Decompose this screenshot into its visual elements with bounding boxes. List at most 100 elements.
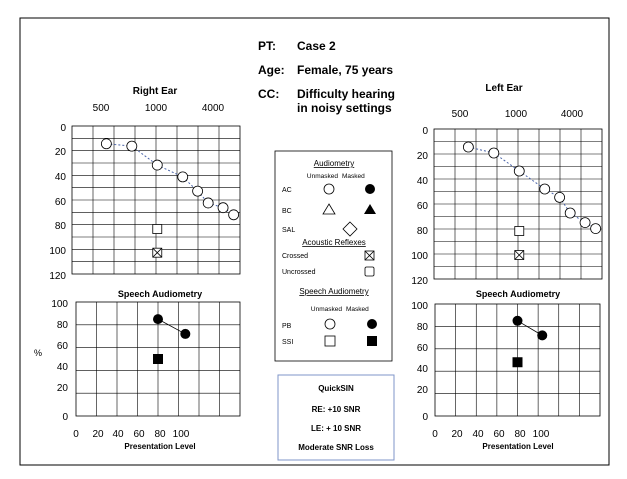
legend-border: [274, 150, 393, 362]
ssi-masked-symbol: [367, 336, 377, 346]
freq-label: 500: [452, 109, 469, 120]
reflex-uncrossed-point: [514, 226, 525, 236]
ac-unmasked-point: [202, 197, 214, 209]
legend-uncrossed: Uncrossed: [282, 269, 316, 276]
percent-label: 60: [417, 343, 429, 354]
left-ear-title: Left Ear: [485, 83, 522, 94]
ac-unmasked-point: [513, 165, 525, 177]
percent-label: 80: [417, 322, 429, 333]
pt-label: PT:: [258, 39, 276, 53]
percent-label: 0: [422, 412, 428, 423]
ssi-masked-point: [153, 354, 163, 364]
left-speech-x-axis-label: Presentation Level: [482, 442, 553, 451]
ac-connector-line: [559, 197, 571, 214]
ac-unmasked-point: [228, 209, 240, 221]
ac-unmasked-point: [126, 140, 138, 152]
ssi-masked-point: [512, 357, 523, 368]
percent-label: 100: [51, 299, 68, 310]
right-speech-y-labels: 100 80 60 40 20 0: [51, 299, 68, 423]
level-label: 40: [112, 429, 124, 440]
quicksin-re: RE: +10 SNR: [312, 405, 361, 414]
cc-label: CC:: [258, 87, 279, 101]
ac-unmasked-point: [579, 217, 591, 229]
ac-unmasked-point: [539, 183, 551, 195]
legend-ac: AC: [282, 187, 292, 194]
legend-masked: Masked: [342, 173, 365, 180]
legend-unmasked: Unmasked: [307, 173, 338, 180]
quicksin-title: QuickSIN: [318, 384, 354, 393]
cc-value-line1: Difficulty hearing: [297, 87, 395, 101]
freq-label: 500: [93, 103, 110, 114]
legend-reflexes-title: Acoustic Reflexes: [302, 238, 366, 247]
right-ear-db-labels: 0 20 40 60 80 100 120: [49, 123, 66, 282]
ac-unmasked-point: [488, 147, 500, 159]
db-label: 60: [55, 197, 67, 208]
ssi-unmasked-symbol: [324, 335, 336, 347]
ac-unmasked-point: [554, 191, 566, 203]
percent-label: 80: [57, 320, 69, 331]
reflex-uncrossed-point: [152, 224, 163, 234]
cc-value-line2: in noisy settings: [297, 101, 392, 115]
reflex-crossed-cross: [514, 250, 525, 260]
patient-header: PT: Case 2 Age: Female, 75 years CC: Dif…: [258, 39, 395, 115]
percent-label: 20: [417, 385, 429, 396]
left-ear-db-labels: 0 20 40 60 80 100 120: [411, 126, 428, 287]
left-ear-speech-audiometry: Speech Audiometry 100 80 60 40 20 0 0 20…: [411, 289, 601, 451]
db-label: 20: [55, 147, 67, 158]
ac-connector-line: [544, 188, 560, 198]
ac-connector-line: [569, 212, 586, 224]
level-label: 20: [92, 429, 104, 440]
age-label: Age:: [258, 63, 285, 77]
reflex-crossed-cross: [152, 247, 163, 258]
freq-label: 4000: [561, 109, 584, 120]
legend-unmasked-2: Unmasked: [311, 306, 342, 313]
left-ear-marks: [462, 141, 602, 260]
freq-label: 1000: [145, 103, 168, 114]
percent-label: 0: [62, 412, 68, 423]
level-label: 80: [514, 429, 526, 440]
figure-border: [19, 17, 610, 466]
right-speech-marks: [153, 314, 191, 364]
ac-unmasked-point: [177, 171, 189, 183]
pb-masked-point: [153, 314, 163, 325]
db-label: 0: [60, 123, 66, 134]
uncrossed-symbol: [364, 266, 375, 277]
db-label: 100: [411, 251, 428, 262]
db-label: 0: [422, 126, 428, 137]
level-label: 60: [493, 429, 505, 440]
ac-unmasked-point: [217, 202, 229, 214]
level-label: 0: [432, 429, 438, 440]
freq-label: 1000: [505, 109, 528, 120]
right-ear-frequency-labels: 500 1000 4000: [93, 103, 225, 114]
ac-masked-symbol: [365, 184, 375, 194]
legend-audiometry-title: Audiometry: [314, 159, 354, 168]
percent-label: 20: [57, 383, 69, 394]
db-label: 100: [49, 246, 66, 257]
sal-symbol: [342, 221, 358, 237]
right-ear-audiogram: Right Ear 500 1000 4000 0 20 40 60 80 10…: [49, 86, 241, 282]
right-speech-x-labels: 0 20 40 60 80 100: [73, 429, 190, 440]
left-ear-frequency-labels: 500 1000 4000: [452, 109, 584, 120]
pb-masked-point: [537, 330, 548, 341]
level-label: 100: [533, 429, 550, 440]
left-speech-y-labels: 100 80 60 40 20 0: [411, 301, 428, 423]
right-ear-marks: [100, 138, 240, 258]
level-label: 60: [133, 429, 145, 440]
left-ear-audiogram: Left Ear 500 1000 4000 0 20 40 60 80 100…: [411, 83, 603, 287]
quicksin-summary: Moderate SNR Loss: [298, 443, 374, 452]
percent-label: 60: [57, 341, 69, 352]
db-label: 80: [417, 226, 429, 237]
ac-unmasked-point: [590, 223, 602, 235]
right-speech-x-axis-label: Presentation Level: [124, 442, 195, 451]
pb-masked-point: [512, 315, 523, 326]
ac-unmasked-point: [100, 138, 112, 150]
db-label: 120: [49, 271, 66, 282]
level-label: 100: [173, 429, 190, 440]
level-label: 20: [451, 429, 463, 440]
age-value: Female, 75 years: [297, 63, 393, 77]
bc-unmasked-symbol: [322, 203, 336, 215]
ac-unmasked-point: [151, 159, 163, 171]
ac-unmasked-point: [192, 185, 204, 197]
left-speech-title: Speech Audiometry: [476, 289, 560, 299]
